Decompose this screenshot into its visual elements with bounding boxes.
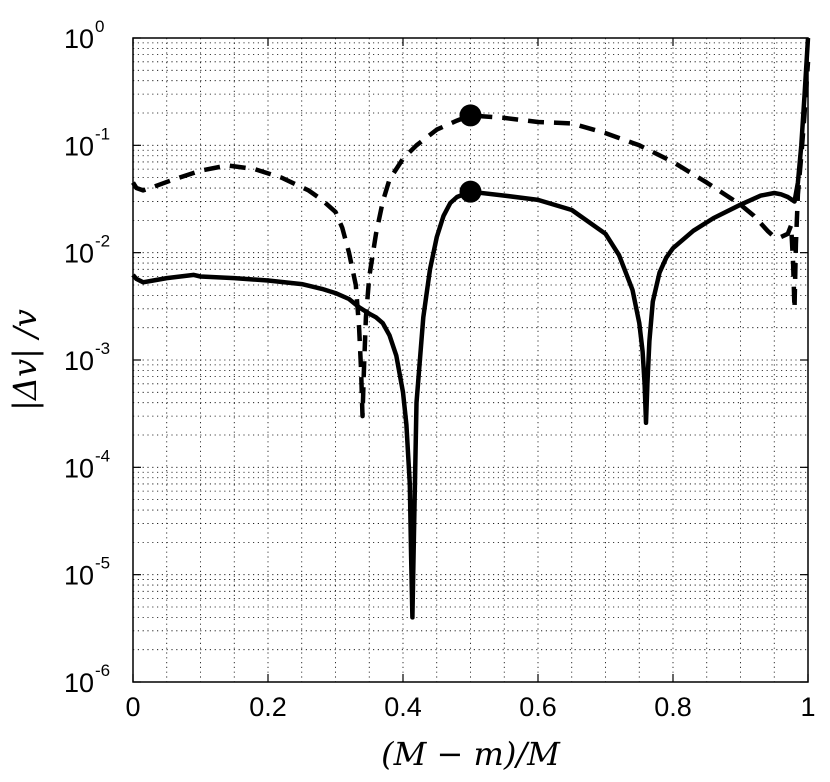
y-tick-base: 10	[64, 24, 94, 54]
y-tick-label: 10 -4	[64, 446, 110, 483]
y-tick-exponent: 0	[95, 17, 104, 36]
markers-group	[459, 104, 482, 203]
y-tick-label: 10 -1	[64, 124, 110, 161]
plot-frame	[132, 37, 809, 683]
y-tick-exponent: -5	[95, 554, 110, 573]
y-tick-base: 10	[64, 131, 94, 161]
series-line-solid	[131, 37, 811, 620]
y-tick-base: 10	[64, 668, 94, 698]
grid	[133, 38, 808, 682]
axis-labels: (M − m)/M |Δv| /v	[6, 309, 561, 773]
x-tick-label: 1	[800, 692, 815, 722]
marker-point	[459, 104, 482, 127]
y-tick-label: 10 0	[64, 17, 104, 54]
x-tick-label: 0	[125, 692, 140, 722]
y-axis-label: |Δv| /v	[6, 309, 44, 411]
y-tick-base: 10	[64, 239, 94, 269]
series-group	[131, 37, 811, 620]
x-tick-label: 0.4	[384, 692, 422, 722]
y-tick-exponent: -4	[95, 446, 110, 465]
y-tick-base: 10	[64, 346, 94, 376]
y-tick-label: 10 -3	[64, 339, 110, 376]
x-tick-label: 0.6	[519, 692, 557, 722]
axis-ticks: 0 0.2 0.4 0.6 0.8 110-610-510-410-310-210-110…	[64, 17, 816, 722]
y-tick-exponent: -6	[95, 661, 110, 680]
y-tick-base: 10	[64, 453, 94, 483]
y-tick-exponent: -2	[95, 232, 110, 251]
series-line-dashed	[131, 61, 811, 419]
marker-point	[459, 180, 482, 203]
y-tick-label: 10 -5	[64, 554, 110, 591]
y-tick-exponent: -1	[95, 124, 110, 143]
y-tick-base: 10	[64, 561, 94, 591]
x-tick-label: 0.8	[654, 692, 692, 722]
y-tick-label: 10 -2	[64, 232, 110, 269]
y-tick-label: 10 -6	[64, 661, 110, 698]
x-tick-label: 0.2	[249, 692, 287, 722]
y-tick-exponent: -3	[95, 339, 110, 358]
x-axis-label: (M − m)/M	[381, 735, 561, 773]
